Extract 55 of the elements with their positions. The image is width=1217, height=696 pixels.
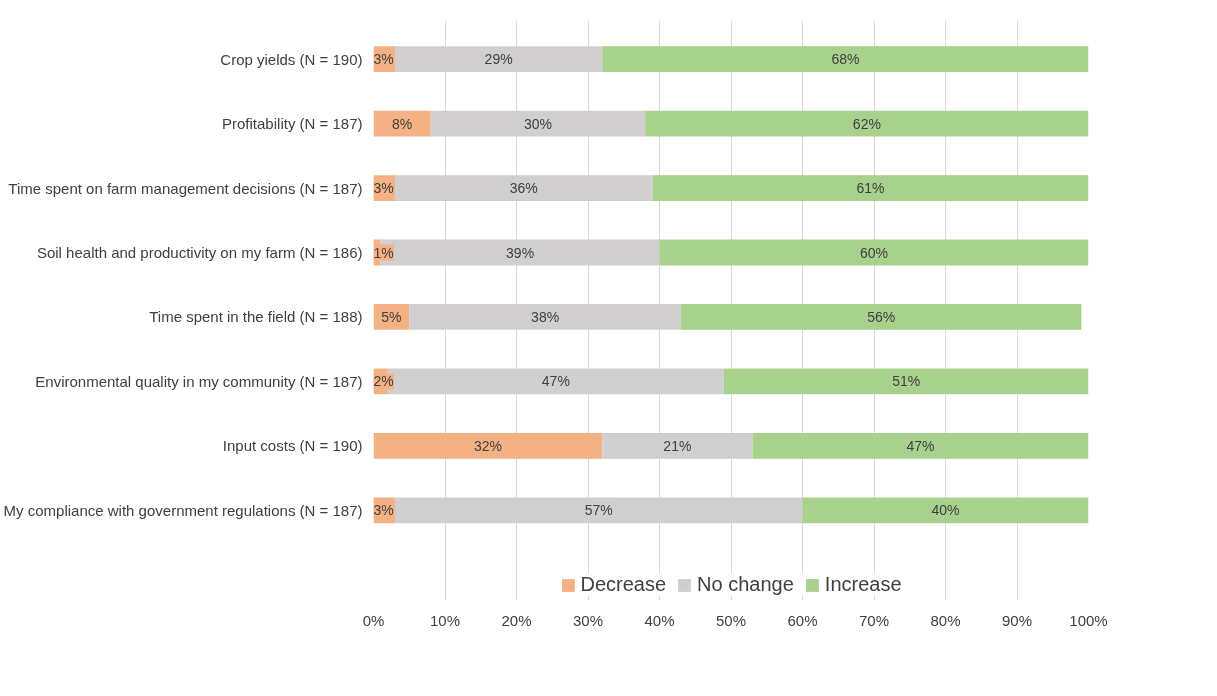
data-label: 56%: [867, 308, 896, 325]
y-tick-label: Environmental quality in my community (N = 187): [35, 372, 363, 390]
data-label: 30%: [523, 115, 552, 132]
data-label: 8%: [391, 115, 413, 132]
x-tick-label: 80%: [930, 611, 961, 629]
x-tick-label: 90%: [1001, 611, 1033, 629]
data-label: 68%: [831, 51, 860, 68]
data-label: 3%: [373, 51, 394, 68]
data-label: 38%: [531, 308, 560, 325]
legend-label: No change: [697, 573, 794, 596]
bar: [659, 239, 1089, 266]
bar: [680, 304, 1082, 330]
x-tick-label: 10%: [429, 611, 461, 629]
data-label: 36%: [509, 180, 538, 197]
bar: [802, 497, 1089, 524]
y-tick-label: Soil health and productivity on my farm (N = 186): [36, 244, 363, 261]
x-tick-label: 60%: [787, 611, 818, 629]
data-label: 57%: [584, 502, 613, 519]
x-tick-label: 20%: [501, 611, 532, 629]
bar: [752, 432, 1089, 459]
data-label: 47%: [541, 373, 570, 390]
x-tick-label: 0%: [362, 611, 385, 629]
x-tick-label: 70%: [858, 611, 890, 629]
bar: [602, 432, 753, 459]
data-label: 21%: [663, 437, 692, 454]
bar: [723, 368, 1089, 395]
data-label: 60%: [859, 244, 889, 261]
y-tick-label: My compliance with government regulations (N = 187): [3, 501, 363, 519]
y-tick-label: Time spent in the field (N = 188): [149, 308, 363, 326]
data-label: 29%: [484, 51, 513, 68]
bar: [652, 175, 1089, 201]
data-label: 47%: [906, 437, 935, 454]
x-tick-label: 100%: [1069, 611, 1108, 629]
x-tick-label: 30%: [572, 611, 604, 629]
bar: [373, 432, 603, 459]
data-label: 3%: [373, 502, 394, 519]
data-label: 51%: [892, 373, 921, 390]
y-tick-label: Input costs (N = 190): [222, 437, 363, 455]
data-label: 61%: [856, 180, 885, 197]
data-label: 3%: [373, 180, 394, 197]
bar: [645, 110, 1089, 137]
data-label: 40%: [931, 502, 960, 519]
y-tick-label: Time spent on farm management decisions (N = 187): [8, 179, 363, 197]
data-label: 32%: [473, 437, 502, 454]
y-tick-label: Crop yields (N = 190): [220, 50, 363, 68]
data-label: 62%: [852, 115, 881, 132]
data-label: 39%: [506, 244, 535, 261]
bar: [602, 46, 1089, 73]
x-tick-label: 40%: [644, 611, 675, 629]
data-label: 1%: [373, 244, 394, 261]
data-label: 5%: [381, 308, 402, 325]
legend-label: Increase: [824, 573, 902, 596]
y-tick-label: Profitability (N = 187): [222, 115, 363, 133]
legend-label: Decrease: [580, 573, 667, 596]
x-tick-label: 50%: [715, 611, 747, 629]
